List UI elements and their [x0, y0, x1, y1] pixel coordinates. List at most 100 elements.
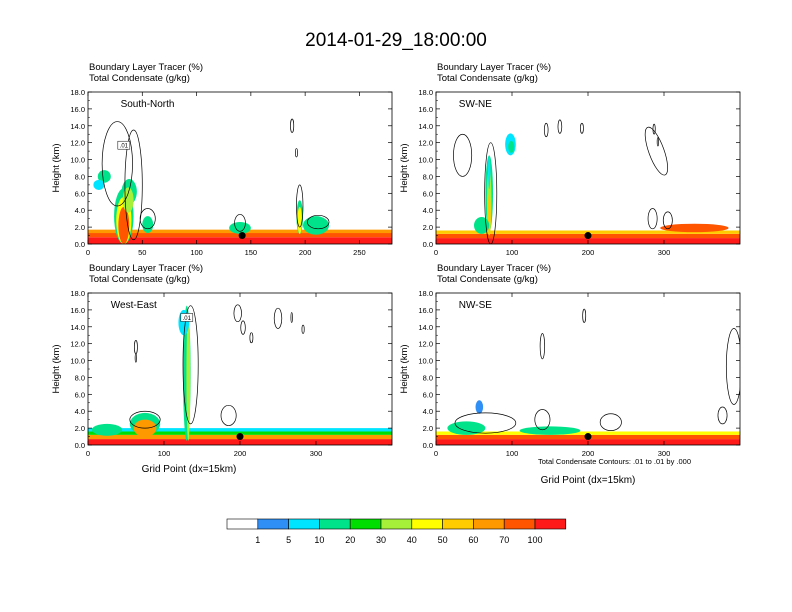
y-tick-label: 8.0: [423, 172, 433, 181]
y-tick-label: 14.0: [70, 122, 85, 131]
panels-layer: .01 0.0 2.0 4.0 6.0 8.0 10.0 12.0 14.0 16.0 18.0 0 5…: [51, 88, 741, 458]
plot-area: [436, 308, 740, 445]
colorbar-label: 50: [438, 535, 448, 545]
x-tick-label: 300: [310, 449, 323, 458]
x-tick-label: 150: [245, 248, 258, 257]
y-tick-label: 16.0: [70, 306, 85, 315]
condensate-contour: [273, 307, 283, 329]
y-tick-label: 18.0: [418, 88, 433, 97]
colorbar-label: 20: [345, 535, 355, 545]
colorbar-label: 60: [468, 535, 478, 545]
x-tick-label: 200: [582, 248, 595, 257]
y-tick-label: 6.0: [75, 189, 85, 198]
tracer-cell: [97, 170, 111, 183]
condensate-contour: [101, 121, 133, 207]
plot-frame: [435, 292, 741, 446]
y-tick-label: 18.0: [70, 88, 85, 97]
condensate-contour: [662, 211, 673, 230]
location-marker: [236, 433, 244, 441]
y-axis-label: Height (km): [399, 344, 410, 393]
condensate-contour: [539, 333, 546, 360]
panel-title-line2: Total Condensate (g/kg): [437, 274, 538, 285]
panel-title-south-north: Boundary Layer Tracer (%) Total Condensa…: [89, 62, 203, 84]
x-tick-label: 0: [434, 248, 438, 257]
y-tick-label: 6.0: [423, 189, 433, 198]
colorbar-label: 10: [314, 535, 324, 545]
colorbar-swatch: [349, 518, 382, 530]
condensate-contour: [652, 123, 656, 135]
colorbar-swatch: [257, 518, 289, 530]
y-tick-label: 12.0: [70, 139, 85, 148]
y-tick-label: 10.0: [70, 156, 85, 165]
panel-title-line2: Total Condensate (g/kg): [89, 73, 190, 84]
panel-label: NW-SE: [459, 300, 492, 311]
y-tick-label: 0.0: [423, 441, 433, 450]
condensate-contour: [124, 129, 143, 241]
condensate-contour: [134, 353, 137, 363]
condensate-contour: [656, 137, 660, 147]
colorbar-label: 1: [255, 535, 260, 545]
condensate-contour: [290, 312, 293, 323]
y-tick-label: 18.0: [418, 289, 433, 298]
x-tick-label: 300: [658, 449, 671, 458]
tracer-cell: [302, 216, 330, 235]
y-tick-label: 14.0: [418, 323, 433, 332]
colorbar: 1 5 10 20 30 40 50 60 70 100: [226, 518, 567, 545]
tracer-cell: [519, 426, 581, 435]
y-tick-label: 8.0: [75, 172, 85, 181]
colorbar-swatch: [411, 518, 443, 530]
x-tick-label: 100: [158, 449, 171, 458]
y-axis-label: Height (km): [51, 143, 62, 192]
tracer-band: [88, 428, 392, 432]
x-tick-label: 250: [353, 248, 366, 257]
contour-label-box: [117, 140, 131, 150]
contour-label: .01: [183, 316, 192, 322]
y-tick-label: 16.0: [70, 105, 85, 114]
y-tick-label: 12.0: [418, 340, 433, 349]
x-tick-label: 100: [506, 449, 519, 458]
tracer-cell: [122, 187, 134, 213]
x-tick-label: 200: [234, 449, 247, 458]
y-tick-label: 8.0: [75, 373, 85, 382]
panel-title-nw-se: Boundary Layer Tracer (%) Total Condensa…: [437, 263, 551, 285]
y-tick-label: 10.0: [70, 357, 85, 366]
colorbar-label: 5: [286, 535, 291, 545]
x-tick-label: 100: [190, 248, 203, 257]
location-marker: [584, 433, 592, 441]
x-tick-label: 0: [434, 449, 438, 458]
colorbar-swatch: [226, 518, 259, 530]
condensate-contour: [234, 214, 246, 232]
tracer-cell: [186, 314, 191, 441]
colorbar-label: 70: [499, 535, 509, 545]
tracer-cell: [142, 216, 154, 234]
location-marker: [584, 232, 592, 240]
condensate-contour: [599, 413, 622, 431]
y-tick-label: 4.0: [423, 206, 433, 215]
condensate-contour: [134, 339, 138, 355]
x-tick-label: 300: [658, 248, 671, 257]
colorbar-swatch: [288, 518, 320, 530]
condensate-contour: [725, 328, 740, 405]
tracer-cell: [447, 421, 486, 435]
condensate-contour: [296, 184, 304, 228]
plot-area: [436, 119, 740, 244]
y-tick-label: 8.0: [423, 373, 433, 382]
panel-south-north: .01 0.0 2.0 4.0 6.0 8.0 10.0 12.0 14.0 16.0 18.0 0 5…: [51, 88, 393, 257]
condensate-contour: [295, 148, 298, 158]
tracer-cell: [91, 423, 123, 436]
condensate-contour: [249, 332, 254, 344]
condensate-contour: [129, 410, 161, 429]
tracer-cell: [475, 400, 484, 414]
panel-title-line1: Boundary Layer Tracer (%): [437, 263, 552, 274]
condensate-contour: [301, 324, 305, 334]
y-tick-label: 0.0: [423, 240, 433, 249]
colorbar-label: 30: [376, 535, 386, 545]
condensate-contour: [220, 404, 237, 426]
condensate-contour: [717, 406, 728, 425]
y-tick-label: 2.0: [75, 223, 85, 232]
tracer-cell: [488, 155, 491, 190]
panel-title-sw-ne: Boundary Layer Tracer (%) Total Condensa…: [437, 62, 551, 84]
condensate-contour: [453, 133, 473, 177]
contour-label: .01: [120, 144, 129, 150]
